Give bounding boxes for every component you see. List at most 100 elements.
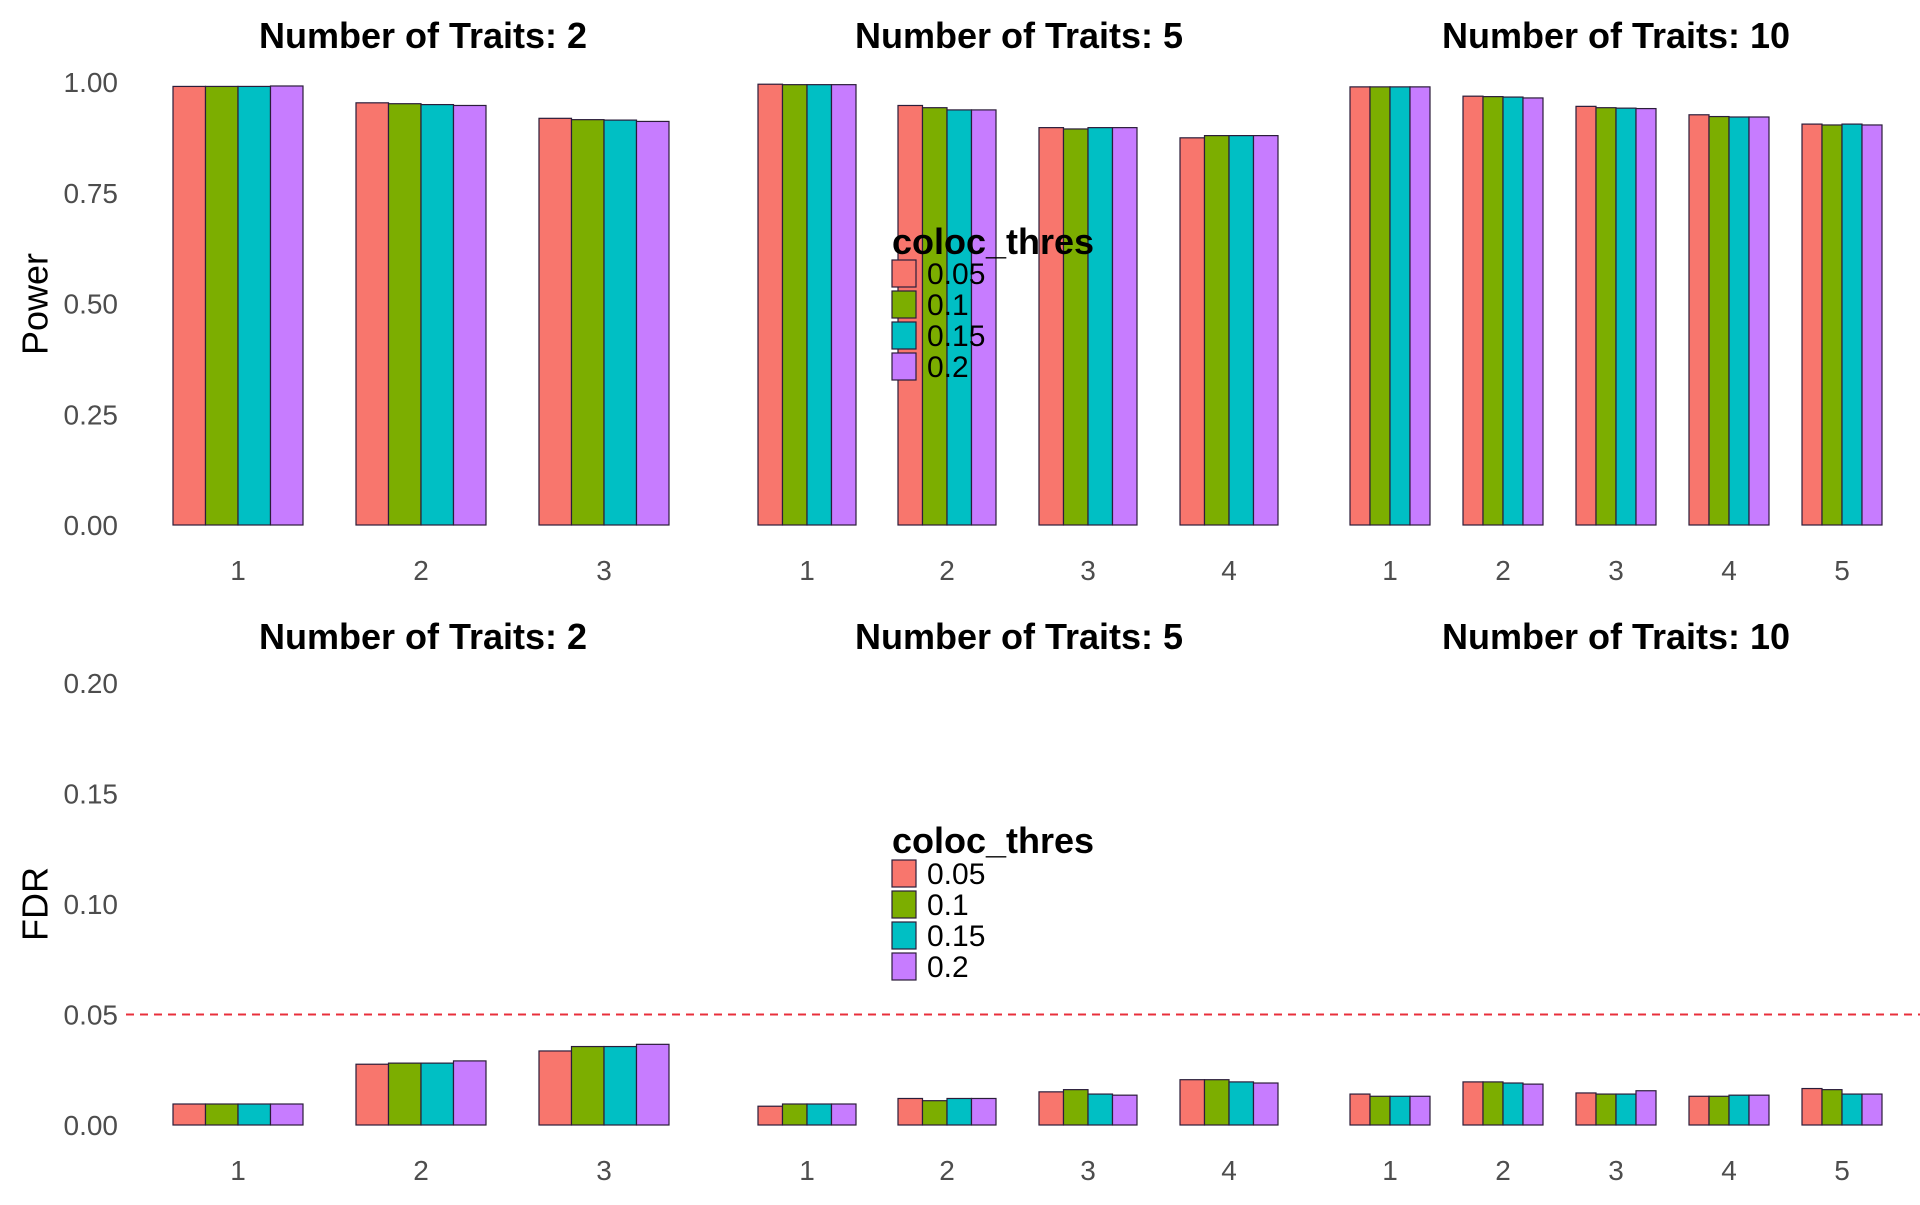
legend-key <box>891 890 917 919</box>
legend-label: 0.05 <box>927 258 985 291</box>
bar <box>1389 1095 1411 1126</box>
bar <box>1179 137 1206 526</box>
x-tick-label: 3 <box>1080 555 1096 586</box>
y-tick-label: 0.00 <box>64 510 119 541</box>
bar <box>1502 1082 1524 1126</box>
bar <box>1595 107 1617 526</box>
bar <box>452 104 487 526</box>
bar <box>1228 135 1255 526</box>
bar <box>1462 95 1484 526</box>
bar <box>538 1050 573 1126</box>
legend-label: 0.05 <box>927 858 985 891</box>
bar <box>420 103 455 526</box>
bar <box>781 84 808 526</box>
facet-panel: Number of Traits: 2 1 2 3 <box>172 15 670 586</box>
bar <box>1728 116 1750 526</box>
bar <box>269 1103 304 1126</box>
bar <box>1482 1081 1504 1126</box>
bar <box>387 103 422 526</box>
bar <box>1575 1092 1597 1126</box>
facet-title: Number of Traits: 10 <box>1442 616 1790 657</box>
bar <box>387 1062 422 1126</box>
bar <box>1708 115 1730 526</box>
bar <box>1203 1079 1230 1126</box>
y-tick-label: 0.10 <box>64 889 119 920</box>
bar <box>946 1097 973 1126</box>
x-tick-label: 4 <box>1221 1155 1237 1186</box>
bar <box>1349 86 1371 526</box>
x-tick-label: 2 <box>1495 1155 1511 1186</box>
bar <box>538 117 573 526</box>
legend-label: 0.15 <box>927 920 985 953</box>
y-tick-label: 0.75 <box>64 178 119 209</box>
bar <box>970 109 997 526</box>
bar <box>1228 1081 1255 1126</box>
bar <box>1841 1093 1863 1126</box>
x-tick-label: 3 <box>1608 1155 1624 1186</box>
bar <box>897 1097 924 1126</box>
bar <box>1111 1094 1138 1126</box>
x-tick-label: 1 <box>230 555 246 586</box>
bar <box>1462 1081 1484 1126</box>
bar <box>921 107 948 526</box>
x-tick-label: 3 <box>596 1155 612 1186</box>
bar <box>269 85 304 526</box>
bar <box>1062 1089 1089 1126</box>
bar <box>420 1062 455 1126</box>
bar <box>1688 1095 1710 1126</box>
facet-panel: Number of Traits: 10 1 2 3 4 5 <box>1349 616 1883 1186</box>
legend-key <box>891 952 917 981</box>
facet-title: Number of Traits: 5 <box>855 15 1183 56</box>
legend-label: 0.1 <box>927 289 969 322</box>
facet-panel: Number of Traits: 5 1 2 3 4 <box>757 616 1279 1186</box>
x-tick-label: 2 <box>939 1155 955 1186</box>
bar <box>830 1103 857 1126</box>
bar <box>1111 127 1138 526</box>
bar <box>1062 128 1089 526</box>
bar <box>1482 96 1504 526</box>
bar <box>1179 1079 1206 1126</box>
bar <box>1821 124 1843 526</box>
bar <box>1728 1094 1750 1126</box>
bar <box>204 1103 239 1126</box>
bar <box>1252 1082 1279 1126</box>
bar <box>806 84 833 526</box>
bar <box>635 1043 670 1126</box>
x-tick-label: 2 <box>939 555 955 586</box>
bar <box>1748 1094 1770 1126</box>
bar <box>921 1100 948 1126</box>
y-tick-label: 0.50 <box>64 289 119 320</box>
bar <box>172 1103 207 1126</box>
bar <box>1595 1093 1617 1126</box>
x-tick-label: 2 <box>413 1155 429 1186</box>
bar <box>1087 1093 1114 1126</box>
bar <box>603 119 638 526</box>
bar <box>1522 97 1544 526</box>
bar <box>1575 105 1597 526</box>
bar <box>1748 116 1770 526</box>
legend-label: 0.2 <box>927 951 969 984</box>
bar <box>1708 1095 1730 1126</box>
bar <box>1615 1093 1637 1126</box>
y-axis-title: FDR <box>15 867 56 941</box>
legend-label: 0.15 <box>927 320 985 353</box>
bar <box>1203 135 1230 526</box>
legend-key <box>891 290 917 319</box>
bar <box>1635 107 1657 526</box>
x-tick-label: 1 <box>1382 1155 1398 1186</box>
bar <box>806 1103 833 1126</box>
facet-panel: Number of Traits: 2 1 2 3 <box>172 616 670 1186</box>
bar <box>172 85 207 526</box>
bar <box>1861 124 1883 526</box>
legend-title: coloc_thres <box>892 221 1094 262</box>
bar <box>1801 123 1823 526</box>
bar <box>1369 86 1391 526</box>
bar <box>1349 1093 1371 1126</box>
bar <box>1801 1087 1823 1126</box>
bar <box>1369 1095 1391 1126</box>
